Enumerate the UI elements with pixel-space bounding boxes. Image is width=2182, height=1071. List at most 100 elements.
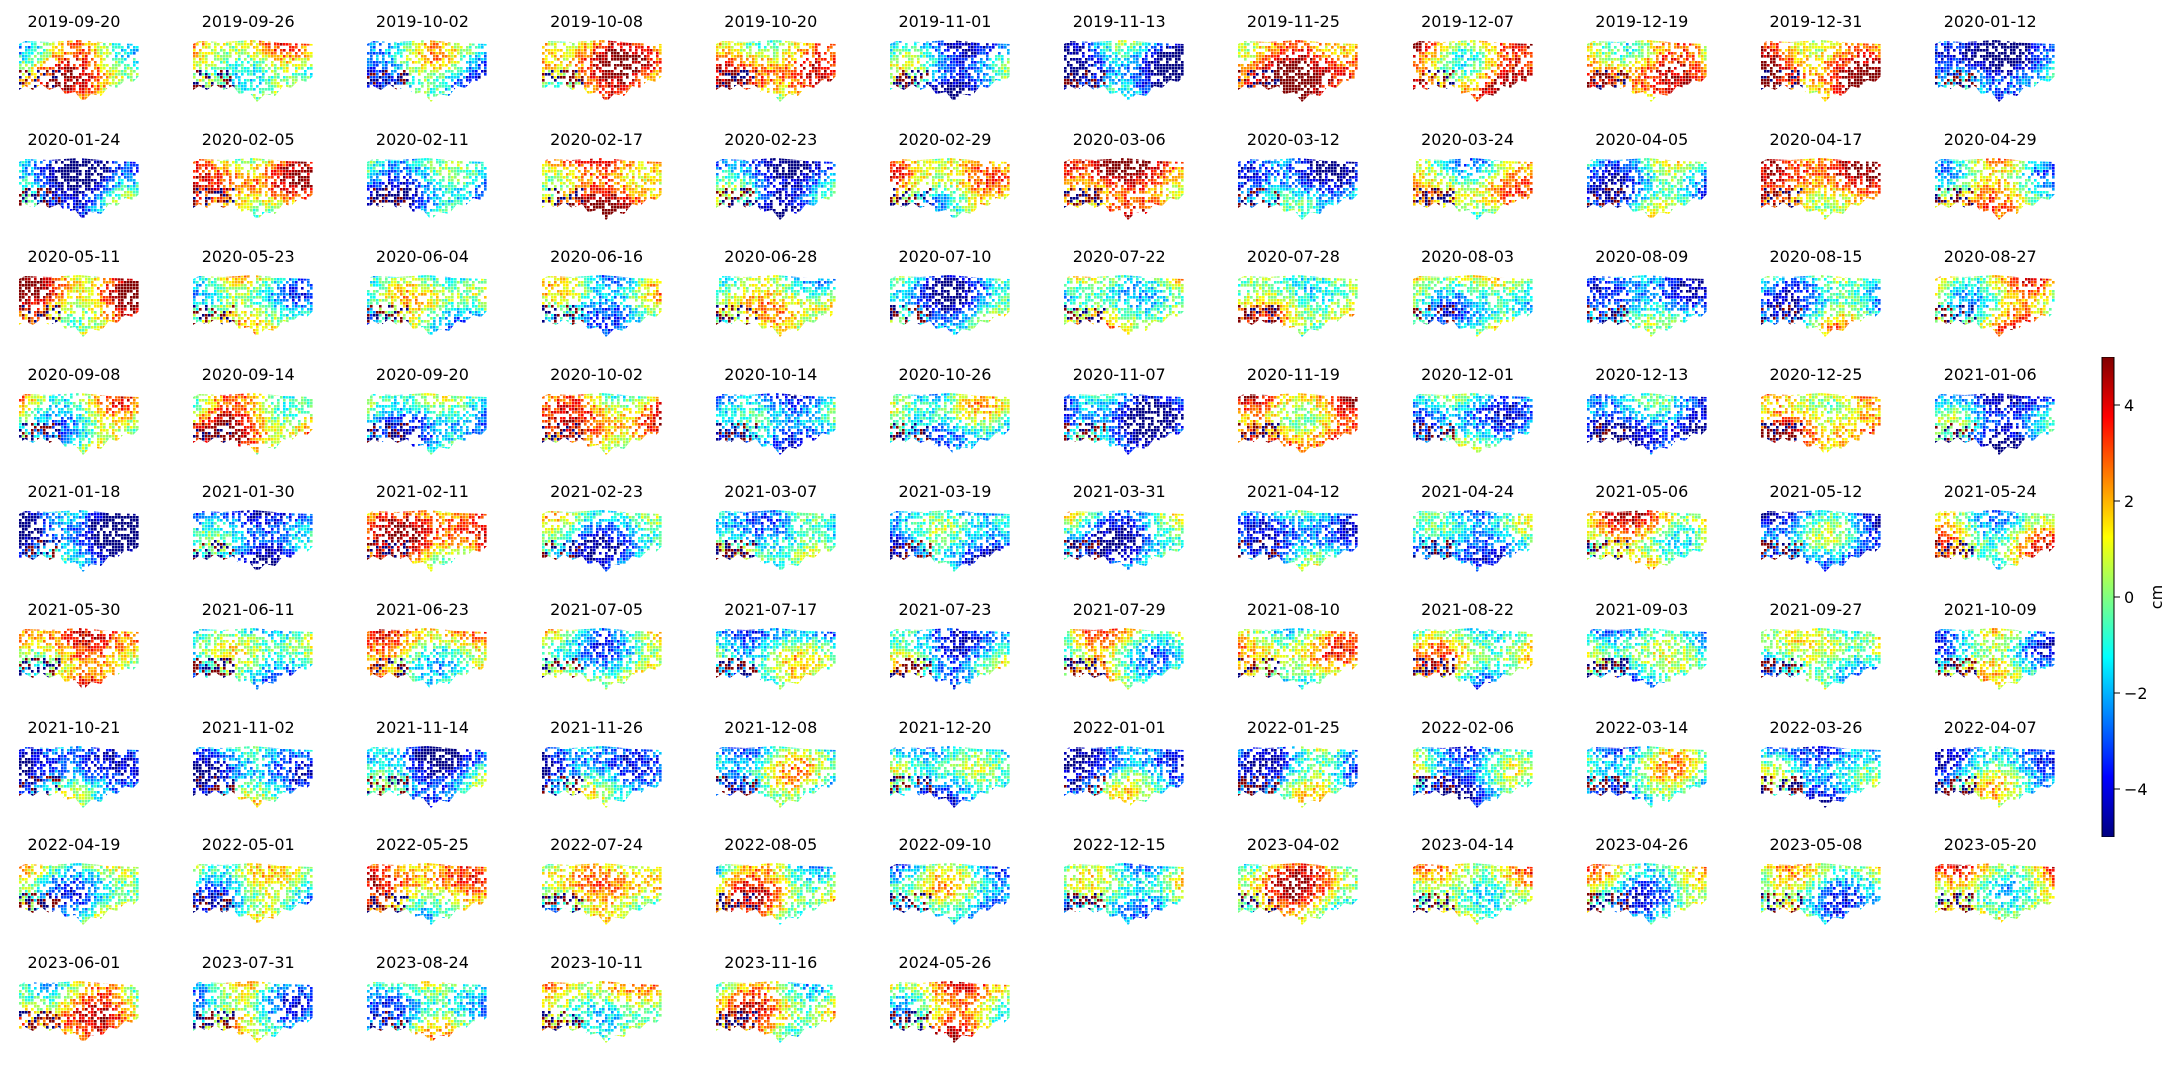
panel: 2020-01-24 [4,130,144,222]
displacement-map [1413,863,1533,925]
displacement-map [1761,510,1881,572]
map-pixels [1413,40,1533,102]
map-pixels [716,981,836,1043]
displacement-map [367,393,487,455]
map-pixels [890,863,1010,925]
colorbar-tick-label: 2 [2124,492,2134,511]
map-pixels [1935,746,2055,808]
map-pixels [1761,746,1881,808]
panel: 2021-02-11 [352,482,492,574]
panel: 2020-10-26 [875,365,1015,457]
displacement-map [193,746,313,808]
panel: 2021-06-23 [352,600,492,692]
displacement-map [1935,863,2055,925]
panel: 2024-05-26 [875,953,1015,1045]
panel-date-label: 2020-01-12 [1920,12,2060,32]
panel-date-label: 2022-09-10 [875,835,1015,855]
panel-date-label: 2020-07-10 [875,247,1015,267]
map-pixels [1935,863,2055,925]
panel-date-label: 2022-02-06 [1398,718,1538,738]
panel-date-label: 2019-10-08 [527,12,667,32]
panel: 2022-01-25 [1223,718,1363,810]
map-pixels [542,981,662,1043]
panel-date-label: 2019-10-02 [352,12,492,32]
displacement-map [1413,40,1533,102]
panel-date-label: 2022-04-19 [4,835,144,855]
displacement-map [19,510,139,572]
displacement-map [1761,746,1881,808]
map-pixels [367,863,487,925]
map-pixels [1238,275,1358,337]
panel-date-label: 2021-05-06 [1572,482,1712,502]
panel: 2020-04-29 [1920,130,2060,222]
map-pixels [193,746,313,808]
displacement-map [1413,628,1533,690]
panel-date-label: 2020-11-07 [1049,365,1189,385]
displacement-map [542,863,662,925]
displacement-map [1413,393,1533,455]
map-pixels [890,628,1010,690]
panel-date-label: 2020-04-17 [1746,130,1886,150]
map-pixels [1587,746,1707,808]
map-pixels [1238,40,1358,102]
panel: 2020-02-17 [527,130,667,222]
panel-date-label: 2021-11-26 [527,718,667,738]
panel-date-label: 2019-12-31 [1746,12,1886,32]
displacement-map [1238,510,1358,572]
panel: 2020-05-23 [178,247,318,339]
panel: 2021-01-18 [4,482,144,574]
map-pixels [1064,628,1184,690]
displacement-map [1587,863,1707,925]
panel-date-label: 2022-08-05 [701,835,841,855]
displacement-map [890,158,1010,220]
panel-date-label: 2020-05-11 [4,247,144,267]
panel-date-label: 2022-05-25 [352,835,492,855]
panel-date-label: 2021-12-08 [701,718,841,738]
panel: 2022-04-19 [4,835,144,927]
panel: 2020-04-05 [1572,130,1712,222]
panel-date-label: 2020-03-24 [1398,130,1538,150]
displacement-map [367,510,487,572]
displacement-map [367,628,487,690]
panel: 2021-07-05 [527,600,667,692]
panel: 2021-10-21 [4,718,144,810]
displacement-map [890,510,1010,572]
panel-date-label: 2021-11-14 [352,718,492,738]
panel-date-label: 2021-05-30 [4,600,144,620]
map-pixels [542,510,662,572]
map-pixels [716,510,836,572]
map-pixels [1413,393,1533,455]
displacement-map [19,746,139,808]
panel: 2020-05-11 [4,247,144,339]
panel-date-label: 2020-02-17 [527,130,667,150]
panel-date-label: 2020-02-29 [875,130,1015,150]
map-pixels [367,158,487,220]
panel-date-label: 2019-11-25 [1223,12,1363,32]
map-pixels [367,981,487,1043]
panel-date-label: 2020-12-25 [1746,365,1886,385]
displacement-map [1413,746,1533,808]
panel-date-label: 2022-05-01 [178,835,318,855]
panel: 2020-09-14 [178,365,318,457]
map-pixels [716,393,836,455]
panel-date-label: 2019-12-07 [1398,12,1538,32]
map-pixels [1413,863,1533,925]
displacement-map [193,863,313,925]
displacement-map [367,275,487,337]
displacement-map [1238,40,1358,102]
map-pixels [890,158,1010,220]
panel-date-label: 2020-02-05 [178,130,318,150]
map-pixels [19,981,139,1043]
displacement-map [1761,863,1881,925]
displacement-map [1587,158,1707,220]
map-pixels [1238,510,1358,572]
panel-date-label: 2020-07-22 [1049,247,1189,267]
displacement-map [1064,746,1184,808]
map-pixels [1935,628,2055,690]
panel-date-label: 2020-02-23 [701,130,841,150]
panel-date-label: 2023-05-08 [1746,835,1886,855]
panel: 2021-03-07 [701,482,841,574]
displacement-map [193,158,313,220]
map-pixels [716,746,836,808]
panel-date-label: 2020-09-14 [178,365,318,385]
